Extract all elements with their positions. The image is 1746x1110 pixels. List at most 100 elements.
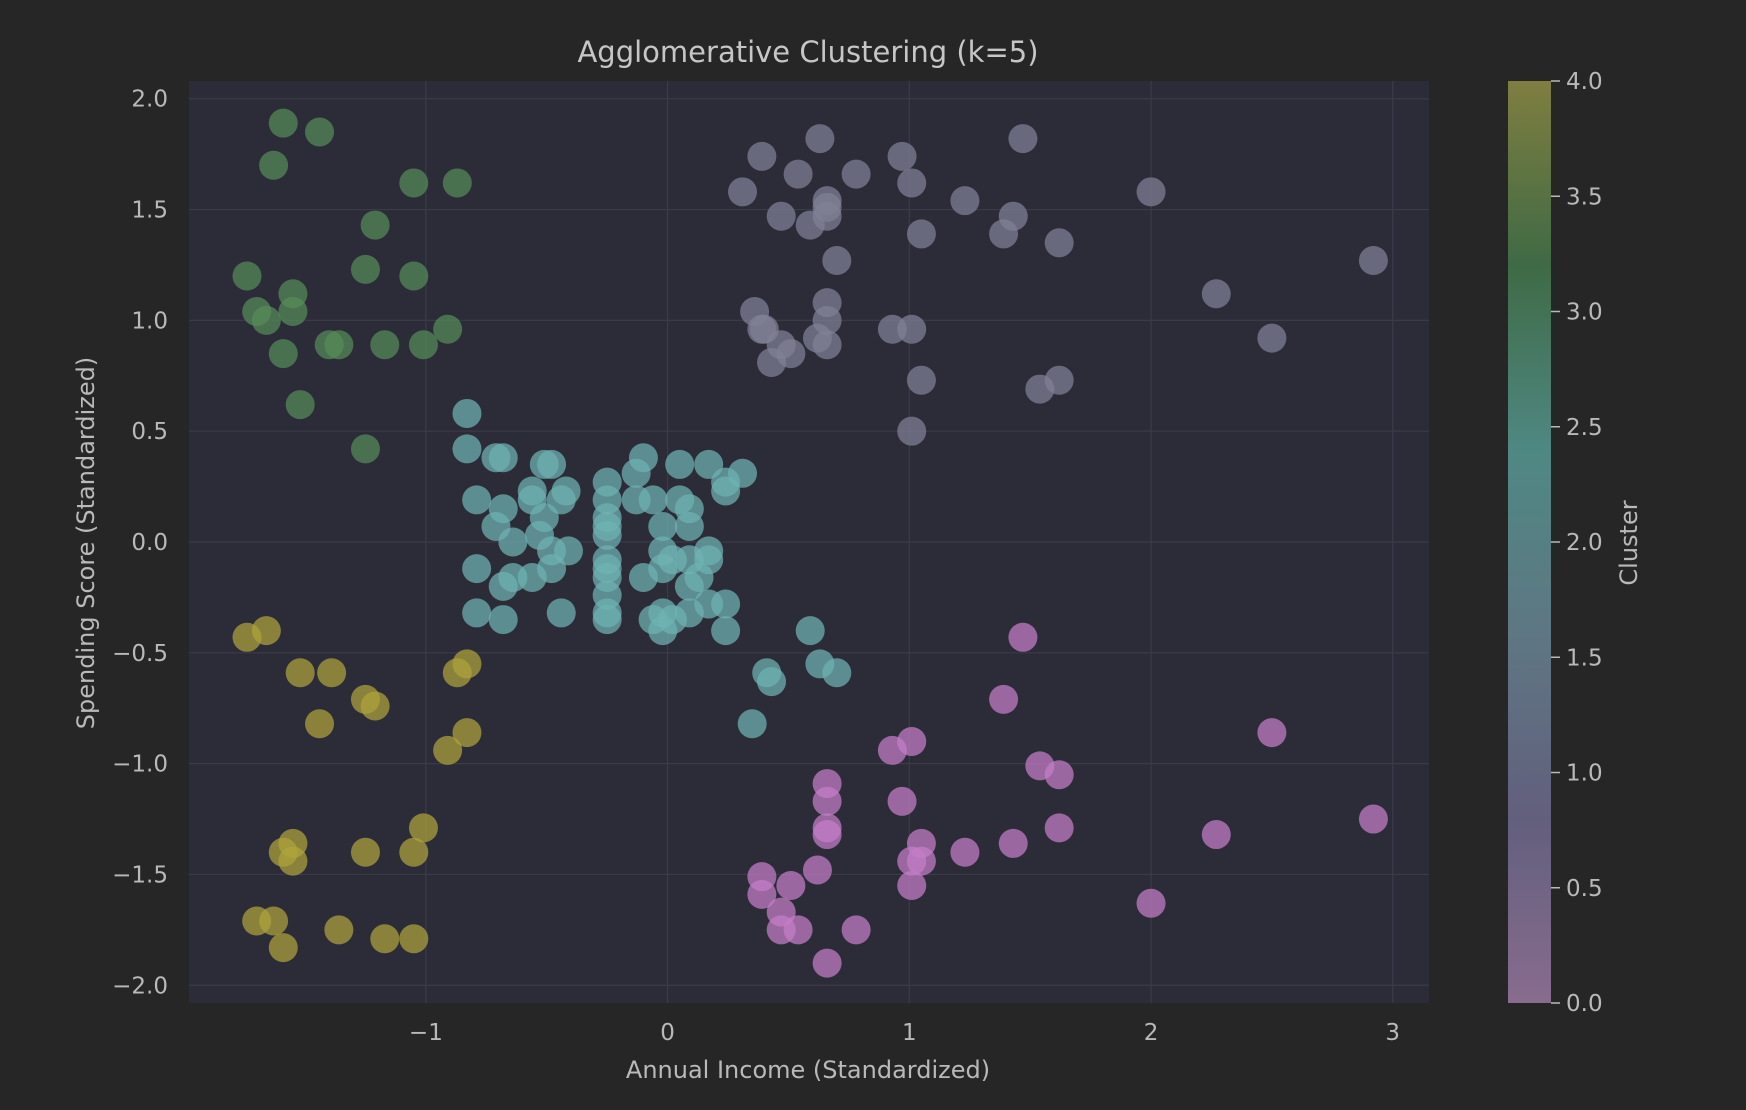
- colorbar-tick-label: 3.0: [1566, 300, 1603, 326]
- scatter-point: [802, 855, 832, 885]
- scatter-point: [795, 616, 825, 646]
- x-axis-ticks: −1 0 1 2 3: [409, 1020, 1400, 1046]
- scatter-point: [1358, 804, 1388, 834]
- scatter-point: [259, 906, 289, 936]
- scatter-point: [350, 254, 380, 284]
- scatter-point: [628, 562, 658, 592]
- scatter-point: [317, 658, 347, 688]
- scatter-point: [1136, 177, 1166, 207]
- scatter-point: [648, 616, 678, 646]
- scatter-point: [305, 117, 335, 147]
- scatter-point: [747, 879, 777, 909]
- scatter-point: [592, 520, 622, 550]
- x-tick-label: 3: [1385, 1020, 1400, 1046]
- scatter-point: [251, 305, 281, 335]
- scatter-point: [897, 416, 927, 446]
- colorbar-label: Cluster: [1615, 500, 1643, 585]
- scatter-point: [998, 828, 1028, 858]
- scatter-point: [399, 168, 429, 198]
- y-axis-ticks: 2.0 1.5 1.0 0.5 0.0 −0.5 −1.0 −1.5 −2.0: [112, 87, 168, 1000]
- scatter-point: [822, 658, 852, 688]
- scatter-point: [783, 159, 813, 189]
- scatter-point: [897, 871, 927, 901]
- scatter-point: [370, 924, 400, 954]
- scatter-point: [906, 846, 936, 876]
- scatter-point: [621, 458, 651, 488]
- colorbar-gradient: [1508, 81, 1551, 1003]
- scatter-point: [1136, 888, 1166, 918]
- colorbar: 4.0 3.5 3.0 2.5 2.0 1.5 1.0 0.5 0.0: [1508, 69, 1603, 1017]
- scatter-point: [757, 667, 787, 697]
- scatter-point: [776, 871, 806, 901]
- scatter-point: [906, 219, 936, 249]
- colorbar-tick-label: 2.5: [1566, 415, 1603, 441]
- colorbar-tick-label: 4.0: [1566, 69, 1603, 95]
- scatter-point: [462, 485, 492, 515]
- scatter-point: [728, 177, 758, 207]
- scatter-point: [350, 434, 380, 464]
- scatter-point: [592, 605, 622, 635]
- scatter-point: [805, 124, 835, 154]
- scatter-point: [822, 246, 852, 276]
- scatter-point: [897, 314, 927, 344]
- scatter-point: [278, 297, 308, 326]
- scatter-point: [408, 813, 438, 843]
- scatter-point: [462, 554, 492, 584]
- scatter-point: [488, 605, 518, 635]
- scatter-point: [989, 684, 1019, 714]
- y-tick-label: −2.0: [112, 973, 168, 999]
- scatter-point: [442, 168, 472, 198]
- scatter-point: [452, 398, 482, 428]
- scatter-point: [498, 527, 528, 557]
- scatter-point: [897, 726, 927, 756]
- scatter-point: [452, 649, 482, 679]
- y-tick-label: 0.0: [131, 530, 168, 556]
- scatter-point: [259, 150, 289, 180]
- scatter-point: [462, 598, 492, 628]
- scatter-point: [452, 718, 482, 748]
- scatter-point: [1201, 279, 1231, 309]
- scatter-point: [529, 503, 559, 533]
- scatter-point: [998, 201, 1028, 231]
- scatter-point: [674, 571, 704, 601]
- scatter-point: [1044, 760, 1074, 790]
- scatter-point: [537, 449, 567, 479]
- scatter-point: [452, 434, 482, 464]
- scatter-point: [1008, 622, 1038, 652]
- scatter-point: [268, 933, 298, 963]
- scatter-point: [1201, 820, 1231, 850]
- scatter-point: [488, 443, 518, 473]
- scatter-point: [1008, 124, 1038, 154]
- scatter-point: [812, 786, 842, 816]
- scatter-point: [1358, 246, 1388, 276]
- scatter-point: [747, 141, 777, 171]
- chart-title: Agglomerative Clustering (k=5): [577, 35, 1038, 69]
- x-tick-label: 1: [902, 1020, 917, 1046]
- scatter-point: [737, 709, 767, 739]
- scatter-point: [278, 846, 308, 876]
- scatter-point: [665, 449, 695, 479]
- y-tick-label: 1.5: [131, 198, 168, 224]
- scatter-point: [1044, 365, 1074, 395]
- scatter-point: [1257, 323, 1287, 353]
- scatter-point: [674, 511, 704, 541]
- scatter-point: [897, 168, 927, 198]
- scatter-point: [1044, 813, 1074, 843]
- scatter-point: [783, 915, 813, 945]
- scatter-point: [906, 365, 936, 395]
- scatter-point: [350, 837, 380, 867]
- scatter-point: [285, 658, 315, 688]
- colorbar-tick-label: 2.0: [1566, 530, 1603, 556]
- scatter-point: [399, 261, 429, 291]
- data-points: [232, 108, 1388, 978]
- scatter-point: [648, 511, 678, 541]
- scatter-point: [638, 485, 668, 515]
- scatter-point: [370, 330, 400, 360]
- scatter-point: [1044, 228, 1074, 258]
- scatter-point: [841, 159, 871, 189]
- x-axis-label: Annual Income (Standardized): [626, 1056, 990, 1084]
- colorbar-tick-label: 0.0: [1566, 991, 1603, 1017]
- y-tick-label: −0.5: [112, 641, 168, 667]
- y-tick-label: 2.0: [131, 87, 168, 113]
